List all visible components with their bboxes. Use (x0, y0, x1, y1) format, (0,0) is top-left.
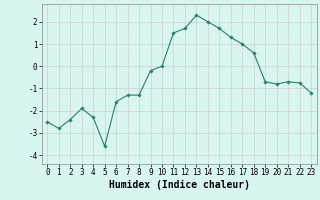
X-axis label: Humidex (Indice chaleur): Humidex (Indice chaleur) (109, 180, 250, 190)
